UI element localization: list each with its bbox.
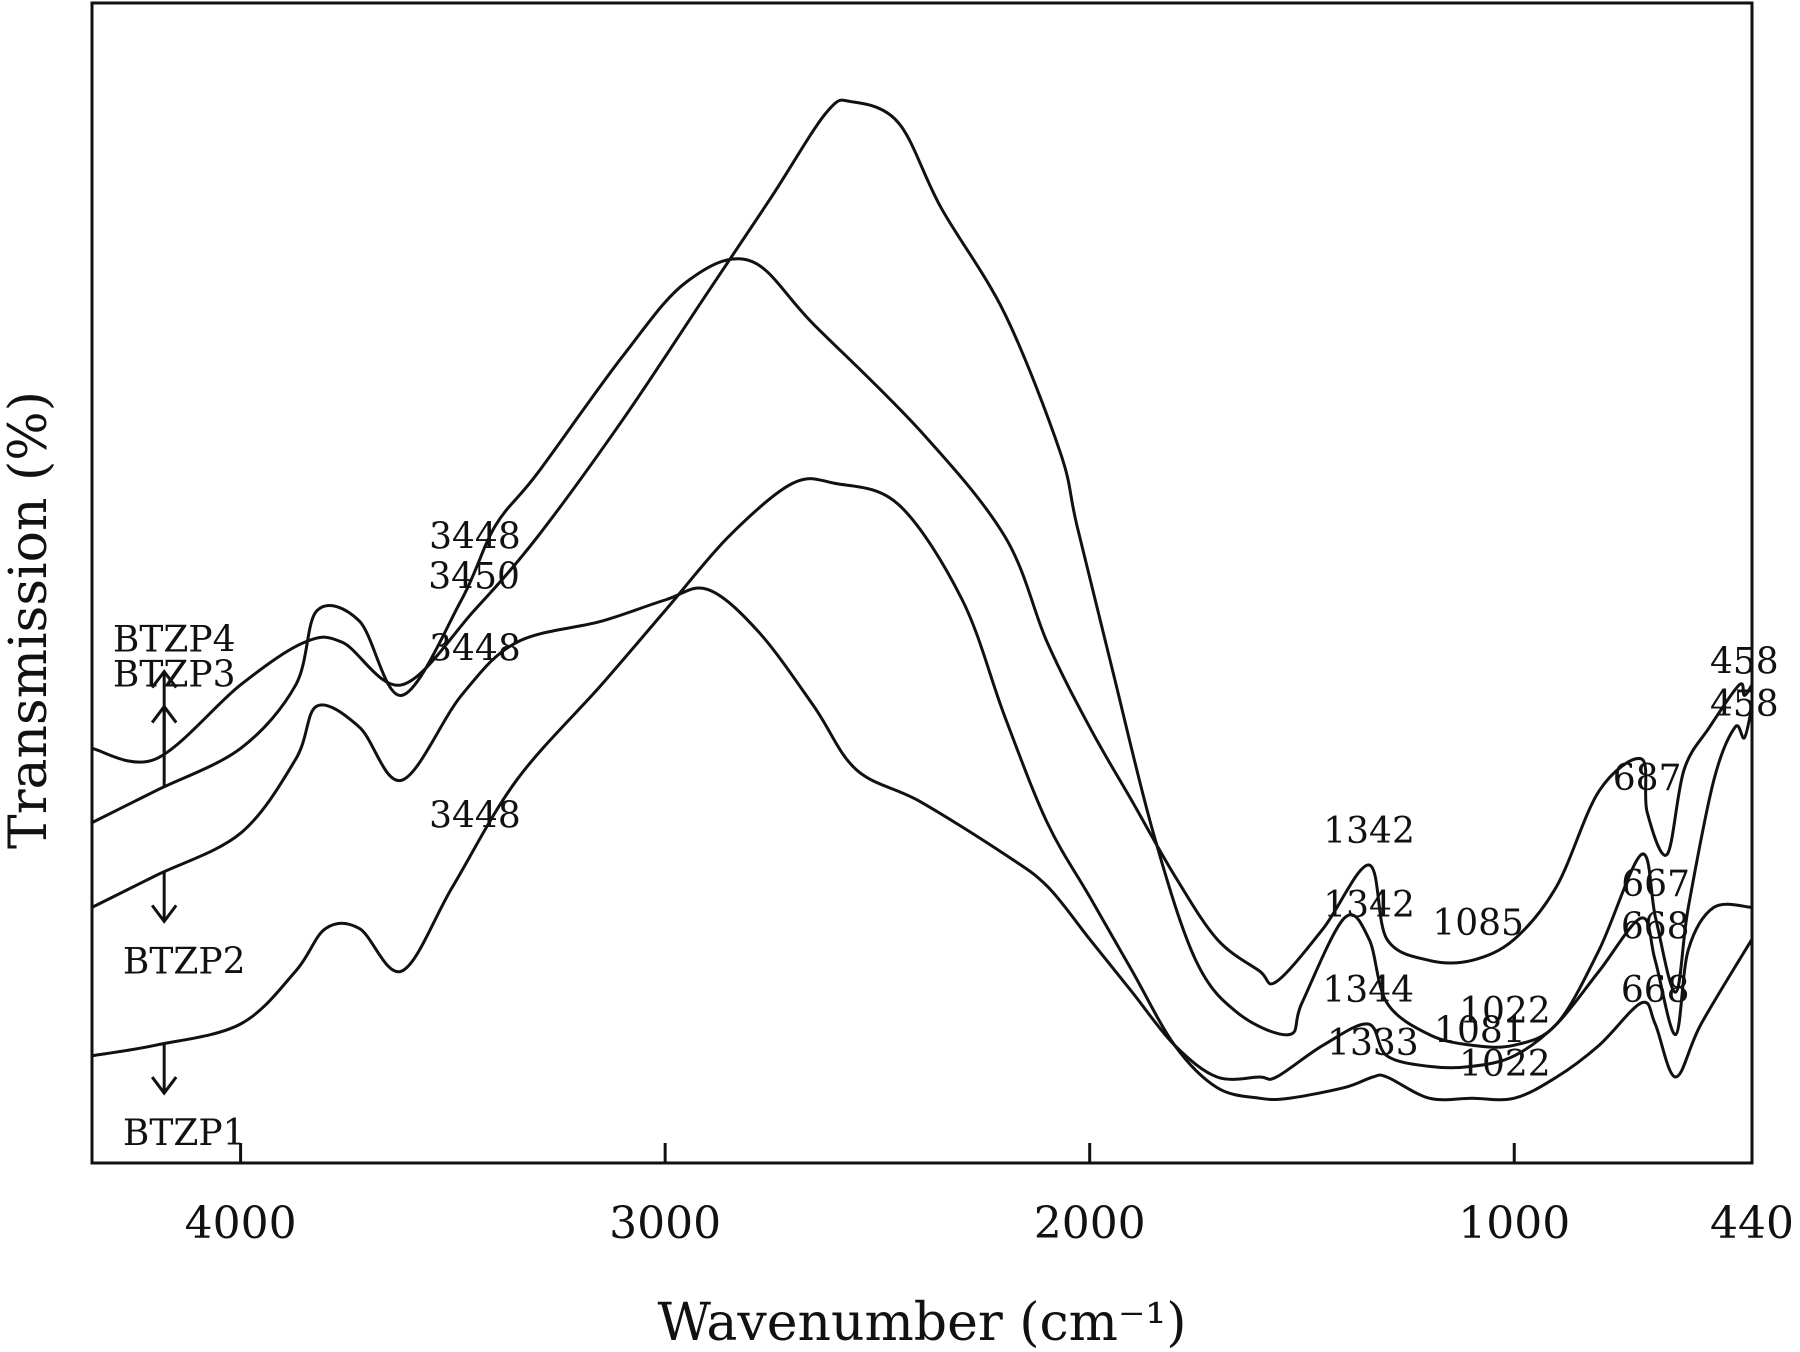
x-axis-title: Wavenumber (cm⁻¹) bbox=[657, 1293, 1186, 1352]
peak-label: 458 bbox=[1710, 684, 1779, 725]
x-tick-label: 2000 bbox=[1034, 1198, 1146, 1249]
peak-label: 668 bbox=[1621, 906, 1690, 947]
series-curve-btzp2 bbox=[90, 586, 1754, 1081]
peak-label: 3448 bbox=[429, 795, 521, 836]
peak-label: 1342 bbox=[1323, 811, 1415, 852]
x-axis-tick-labels: 4000 3000 2000 1000 440 bbox=[185, 1198, 1794, 1249]
peak-label: 1085 bbox=[1432, 903, 1524, 944]
series-label-btzp3: BTZP3 bbox=[113, 655, 236, 696]
x-tick-label: 1000 bbox=[1458, 1198, 1570, 1249]
series-curves bbox=[90, 98, 1754, 1102]
series-arrow bbox=[150, 871, 178, 924]
y-axis-title: Transmission (%) bbox=[0, 391, 59, 849]
peak-label: 1333 bbox=[1327, 1023, 1419, 1064]
series-label-btzp2: BTZP2 bbox=[123, 941, 246, 982]
peak-labels: 3450 1342 1022 667 458 3448 1342 1085 687 458 3448… bbox=[428, 516, 1778, 1085]
peak-label: 687 bbox=[1613, 758, 1682, 799]
series-arrow bbox=[150, 1043, 178, 1096]
peak-label: 1344 bbox=[1322, 970, 1414, 1011]
peak-label: 458 bbox=[1710, 641, 1779, 682]
peak-label: 1342 bbox=[1323, 885, 1415, 926]
peak-label: 1081 bbox=[1434, 1010, 1526, 1051]
peak-label: 667 bbox=[1621, 864, 1690, 905]
x-tick-label: 3000 bbox=[609, 1198, 721, 1249]
series-curve-btzp1 bbox=[90, 477, 1754, 1102]
series-curve-btzp3 bbox=[90, 257, 1754, 986]
peak-label: 1022 bbox=[1459, 991, 1551, 1032]
plot-frame bbox=[90, 1, 1754, 1165]
x-axis-ticks bbox=[239, 1143, 1754, 1163]
x-tick-label: 440 bbox=[1710, 1198, 1794, 1249]
peak-label: 3448 bbox=[429, 628, 521, 669]
peak-label: 668 bbox=[1621, 970, 1690, 1011]
x-tick-label: 4000 bbox=[185, 1198, 297, 1249]
series-arrow bbox=[150, 704, 178, 787]
series-label-btzp1: BTZP1 bbox=[123, 1113, 246, 1154]
series-curve-btzp4 bbox=[90, 98, 1754, 1049]
peak-label: 1022 bbox=[1459, 1044, 1551, 1085]
peak-label: 3450 bbox=[428, 557, 520, 598]
series-label-btzp4: BTZP4 bbox=[113, 620, 236, 661]
peak-label: 3448 bbox=[429, 516, 521, 557]
